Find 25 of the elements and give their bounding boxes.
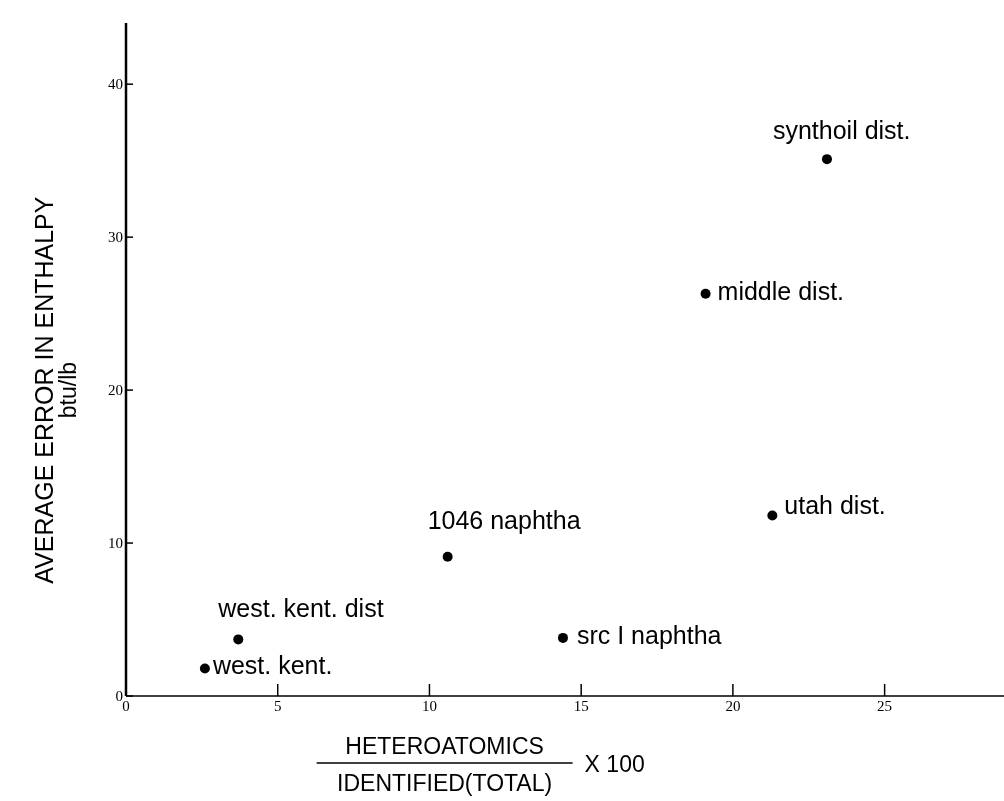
y-tick-label: 30: [108, 229, 123, 246]
text: HETEROATOMICS IDENTIFIED(TOTAL) X 100: [337, 733, 645, 796]
point: [442, 551, 453, 562]
annotation: synthoil dist.: [772, 116, 911, 145]
annotation: middle dist.: [717, 276, 845, 305]
point: [233, 634, 244, 645]
point: [199, 663, 210, 674]
point: [557, 632, 568, 643]
y-tick-label: 20: [108, 382, 123, 399]
point: [821, 154, 832, 165]
annotation: utah dist.: [784, 490, 886, 519]
annotation: 1046 naphtha: [427, 505, 581, 534]
x-tick-label: 5: [273, 698, 282, 714]
y-tick-label: 10: [108, 535, 123, 552]
x-tick-label: 15: [573, 698, 589, 714]
annotation: west. kent.: [211, 651, 333, 680]
y-tick-label: 40: [108, 76, 123, 93]
x-tick-label: 10: [421, 698, 437, 714]
point: [767, 510, 778, 521]
annotation: west. kent. dist: [217, 594, 384, 623]
x-tick-label: 20: [725, 698, 741, 714]
y-axis-title: AVERAGE ERROR IN ENTHALPY btu/lb: [30, 196, 81, 584]
x-tick-label: 25: [877, 698, 893, 714]
annotation: src I naphtha: [576, 620, 722, 649]
point: [700, 288, 711, 299]
